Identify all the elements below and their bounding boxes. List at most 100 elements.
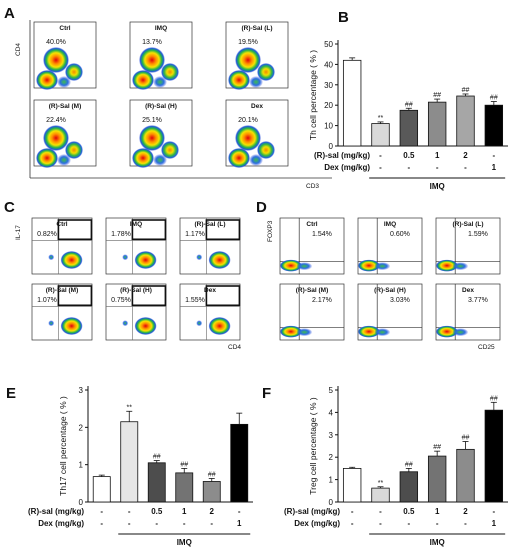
- flow-plot-title: (R)-Sal (L): [241, 25, 272, 32]
- flow-plot-percentage: 3.77%: [468, 297, 488, 304]
- flow-plot: Ctrl 40.0%: [33, 21, 97, 90]
- y-tick-label: 20: [324, 101, 333, 110]
- flow-plot-title: (R)-Sal (L): [452, 221, 483, 228]
- flow-plot: IMQ 1.78%: [105, 217, 167, 275]
- condition-value: -: [379, 151, 382, 160]
- condition-row-label: Dex (mg/kg): [38, 519, 84, 528]
- flow-plot-title: (R)-Sal (H): [120, 287, 152, 294]
- panel-c-x-axis-label: CD4: [228, 344, 241, 351]
- density-blob: [235, 125, 261, 151]
- significance-marker: ##: [153, 454, 161, 461]
- flow-plot-percentage: 19.5%: [238, 39, 258, 46]
- density-blob: [153, 76, 167, 88]
- y-tick-label: 3: [79, 386, 84, 395]
- condition-value: -: [407, 519, 410, 528]
- condition-value: -: [351, 163, 354, 172]
- condition-value: 0.5: [403, 507, 415, 516]
- group-label: IMQ: [177, 538, 192, 547]
- bar: [371, 487, 390, 503]
- flow-plot-percentage: 1.07%: [37, 297, 57, 304]
- y-tick-label: 50: [324, 40, 333, 49]
- density-blob: [249, 76, 263, 88]
- y-axis-label: Th17 cell percentage ( % ): [58, 396, 68, 496]
- density-blob: [374, 328, 391, 337]
- flow-plot: (R)-Sal (M) 1.07%: [31, 283, 93, 341]
- density-blob: [65, 63, 83, 81]
- y-tick-label: 3: [329, 431, 334, 440]
- condition-value: -: [436, 519, 439, 528]
- condition-value: 0.5: [403, 151, 415, 160]
- condition-value: -: [379, 519, 382, 528]
- flow-plot-percentage: 0.82%: [37, 231, 57, 238]
- condition-value: -: [351, 151, 354, 160]
- flow-plot: (R)-Sal (L) 1.59%: [435, 217, 501, 275]
- flow-plot: Dex 20.1%: [225, 99, 289, 168]
- density-blob: [48, 320, 55, 327]
- significance-marker: **: [378, 480, 384, 487]
- density-blob: [296, 328, 313, 337]
- significance-marker: ##: [208, 471, 216, 478]
- density-blob: [36, 70, 58, 90]
- density-blob: [43, 47, 69, 73]
- bar: [427, 101, 447, 147]
- density-blob: [228, 148, 250, 168]
- flow-plot-frame: [31, 283, 93, 341]
- condition-value: 0.5: [151, 507, 163, 516]
- condition-value: -: [238, 507, 241, 516]
- gate-box: [131, 285, 167, 307]
- flow-plot-title: Dex: [251, 103, 263, 110]
- gate-box: [57, 285, 93, 307]
- density-blob: [122, 254, 129, 261]
- panel-c-y-axis-label: IL-17: [15, 225, 22, 240]
- flow-plot-title: (R)-Sal (M): [296, 287, 329, 294]
- condition-row-label: Dex (mg/kg): [294, 519, 340, 528]
- flow-plot-title: IMQ: [384, 221, 396, 228]
- bar: [456, 95, 475, 147]
- flow-plot-title: IMQ: [155, 25, 167, 32]
- panel-b-chart: 0 10 20 30 40 50 Th cell percentage ( % ) - - ** -…: [308, 40, 508, 191]
- y-tick-label: 0: [329, 498, 334, 507]
- flow-plot: Ctrl 1.54%: [279, 217, 345, 275]
- y-tick-label: 4: [329, 408, 334, 417]
- bar: [484, 104, 504, 147]
- density-blob: [208, 317, 231, 335]
- flow-plot: (R)-Sal (M) 22.4%: [33, 99, 97, 168]
- condition-value: -: [436, 163, 439, 172]
- density-blob: [139, 47, 165, 73]
- condition-value: -: [210, 519, 213, 528]
- density-blob: [132, 70, 154, 90]
- significance-marker: **: [127, 404, 133, 411]
- y-axis-label: Treg cell percentage ( % ): [308, 397, 318, 495]
- flow-plot-percentage: 22.4%: [46, 117, 66, 124]
- condition-value: 1: [435, 507, 440, 516]
- flow-plot-percentage: 1.78%: [111, 231, 131, 238]
- flow-plot: (R)-Sal (H) 0.75%: [105, 283, 167, 341]
- condition-value: -: [128, 519, 131, 528]
- density-blob: [279, 325, 302, 338]
- density-blob: [161, 63, 179, 81]
- condition-value: -: [128, 507, 131, 516]
- bar: [120, 421, 139, 503]
- panel-a-y-axis-label: CD4: [15, 43, 22, 56]
- flow-plot: (R)-Sal (L) 1.17%: [179, 217, 241, 275]
- density-blob: [279, 259, 302, 272]
- flow-plot-percentage: 3.03%: [390, 297, 410, 304]
- panel-d-y-axis-label: FOXP3: [267, 220, 274, 242]
- flow-plot-frame: [31, 217, 93, 275]
- density-blob: [357, 325, 380, 338]
- condition-value: 2: [463, 507, 468, 516]
- panel-d-letter: D: [256, 199, 267, 216]
- condition-value: 1: [492, 163, 497, 172]
- flow-plot: IMQ 0.60%: [357, 217, 423, 275]
- density-blob: [134, 317, 157, 335]
- gate-box: [205, 285, 241, 307]
- condition-value: 2: [463, 151, 468, 160]
- gate-box: [131, 219, 167, 241]
- flow-plot-title: (R)-Sal (M): [49, 103, 82, 110]
- density-blob: [196, 254, 203, 261]
- density-blob: [57, 76, 71, 88]
- flow-plot-frame: [179, 217, 241, 275]
